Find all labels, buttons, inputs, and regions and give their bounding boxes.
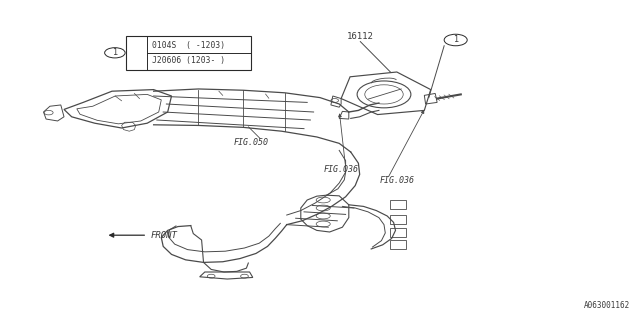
Text: FIG.036: FIG.036 bbox=[380, 176, 415, 185]
Text: A063001162: A063001162 bbox=[584, 301, 630, 310]
Bar bbox=[390, 215, 406, 224]
Text: J20606 (1203- ): J20606 (1203- ) bbox=[152, 56, 225, 65]
Text: FRONT: FRONT bbox=[150, 231, 177, 240]
Circle shape bbox=[444, 34, 467, 46]
Bar bbox=[390, 200, 406, 209]
Bar bbox=[390, 240, 406, 249]
Text: 1: 1 bbox=[453, 36, 458, 44]
Bar bbox=[127, 36, 251, 70]
Text: FIG.050: FIG.050 bbox=[234, 138, 269, 147]
Text: 0104S  ( -1203): 0104S ( -1203) bbox=[152, 41, 225, 50]
Circle shape bbox=[104, 48, 125, 58]
Text: 1: 1 bbox=[112, 48, 118, 57]
Bar bbox=[390, 228, 406, 237]
Text: 16112: 16112 bbox=[347, 32, 374, 41]
Text: FIG.036: FIG.036 bbox=[323, 165, 358, 174]
